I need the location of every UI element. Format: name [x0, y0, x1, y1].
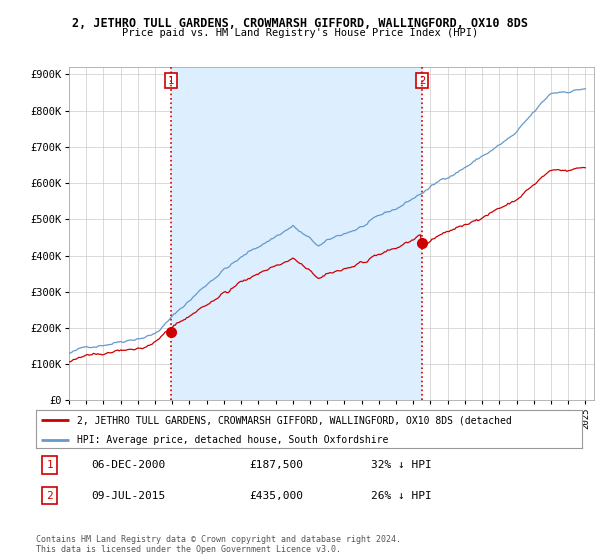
- Text: 26% ↓ HPI: 26% ↓ HPI: [371, 491, 432, 501]
- Text: 1: 1: [46, 460, 53, 470]
- Text: 2: 2: [46, 491, 53, 501]
- Text: 06-DEC-2000: 06-DEC-2000: [92, 460, 166, 470]
- Text: 2, JETHRO TULL GARDENS, CROWMARSH GIFFORD, WALLINGFORD, OX10 8DS: 2, JETHRO TULL GARDENS, CROWMARSH GIFFOR…: [72, 17, 528, 30]
- Text: HPI: Average price, detached house, South Oxfordshire: HPI: Average price, detached house, Sout…: [77, 435, 388, 445]
- Text: This data is licensed under the Open Government Licence v3.0.: This data is licensed under the Open Gov…: [36, 545, 341, 554]
- Text: 2, JETHRO TULL GARDENS, CROWMARSH GIFFORD, WALLINGFORD, OX10 8DS (detached: 2, JETHRO TULL GARDENS, CROWMARSH GIFFOR…: [77, 415, 512, 425]
- Text: 2: 2: [419, 76, 425, 86]
- Text: 1: 1: [168, 76, 174, 86]
- Bar: [171, 67, 422, 400]
- Text: 09-JUL-2015: 09-JUL-2015: [92, 491, 166, 501]
- Text: 32% ↓ HPI: 32% ↓ HPI: [371, 460, 432, 470]
- Text: £187,500: £187,500: [249, 460, 303, 470]
- Text: Contains HM Land Registry data © Crown copyright and database right 2024.: Contains HM Land Registry data © Crown c…: [36, 535, 401, 544]
- Text: £435,000: £435,000: [249, 491, 303, 501]
- Text: Price paid vs. HM Land Registry's House Price Index (HPI): Price paid vs. HM Land Registry's House …: [122, 28, 478, 38]
